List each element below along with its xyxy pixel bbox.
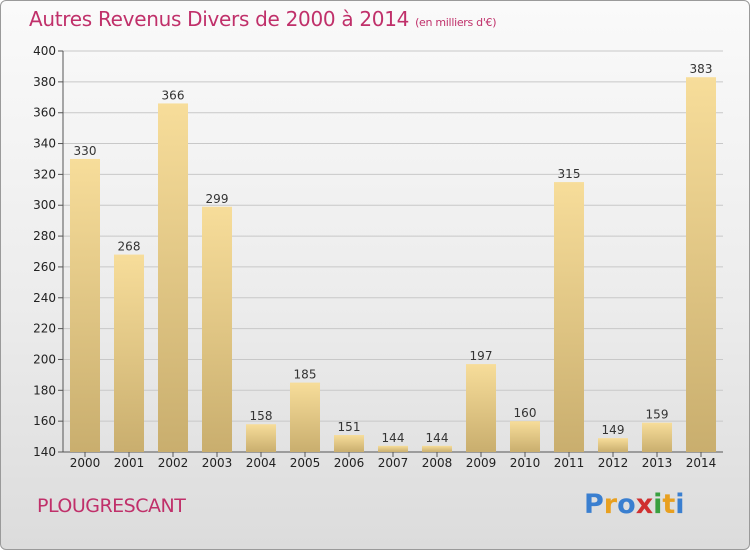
y-tick-label: 280 [33,229,56,243]
data-label: 383 [690,62,713,76]
bar [554,182,584,452]
data-label: 299 [206,192,229,206]
bar [466,364,496,452]
data-label: 330 [74,144,97,158]
data-label: 159 [646,408,669,422]
y-tick-label: 360 [33,106,56,120]
x-tick-label: 2009 [466,456,497,470]
bar [686,77,716,452]
bar [70,158,100,452]
x-tick-label: 2000 [70,456,101,470]
y-tick-label: 300 [33,198,56,212]
x-tick-label: 2001 [114,456,145,470]
data-label: 151 [338,420,361,434]
data-label: 315 [558,167,581,181]
y-tick-label: 260 [33,260,56,274]
bar [642,422,672,452]
y-tick-label: 320 [33,167,56,181]
y-tick-label: 240 [33,291,56,305]
x-tick-label: 2007 [378,456,409,470]
bar [422,445,452,452]
bar [334,435,364,452]
data-label: 185 [294,368,317,382]
chart-title: Autres Revenus Divers de 2000 à 2014 (en … [29,7,497,31]
title-text: Autres Revenus Divers de 2000 à 2014 [29,7,410,31]
data-label: 197 [470,349,493,363]
x-tick-label: 2004 [246,456,277,470]
x-tick-label: 2012 [598,456,629,470]
proxiti-logo: Proxiti [584,489,685,520]
y-tick-label: 380 [33,75,56,89]
y-tick-label: 140 [33,445,56,459]
x-tick-label: 2002 [158,456,189,470]
commune-name: PLOUGRESCANT [37,495,186,517]
data-label: 144 [426,431,449,445]
data-label: 158 [250,409,273,423]
bar [378,445,408,452]
bars [70,77,716,452]
data-label: 366 [162,88,185,102]
bar [510,421,540,452]
data-label: 268 [118,240,141,254]
x-tick-label: 2013 [642,456,673,470]
bar [246,424,276,452]
data-label: 149 [602,423,625,437]
y-tick-label: 400 [33,44,56,58]
x-tick-label: 2014 [686,456,717,470]
bar [598,438,628,452]
x-axis: 2000 2001 2002 2003 2004 2005 2006 2007 2008 2009… [70,452,717,470]
y-tick-label: 160 [33,414,56,428]
value-labels: 330 268 366 299 158 185 151 144 144 197 160 315 149 1… [74,62,713,445]
bar [290,382,320,452]
bar [158,103,188,452]
y-tick-label: 180 [33,383,56,397]
data-label: 144 [382,431,405,445]
y-tick-label: 340 [33,137,56,151]
x-tick-label: 2005 [290,456,321,470]
y-tick-label: 220 [33,322,56,336]
x-tick-label: 2006 [334,456,365,470]
x-tick-label: 2010 [510,456,541,470]
bar [202,206,232,452]
x-tick-label: 2011 [554,456,585,470]
data-label: 160 [514,406,537,420]
y-tick-label: 200 [33,352,56,366]
bar [114,254,144,452]
x-tick-label: 2003 [202,456,233,470]
title-unit: (en milliers d'€) [415,16,497,29]
x-tick-label: 2008 [422,456,453,470]
